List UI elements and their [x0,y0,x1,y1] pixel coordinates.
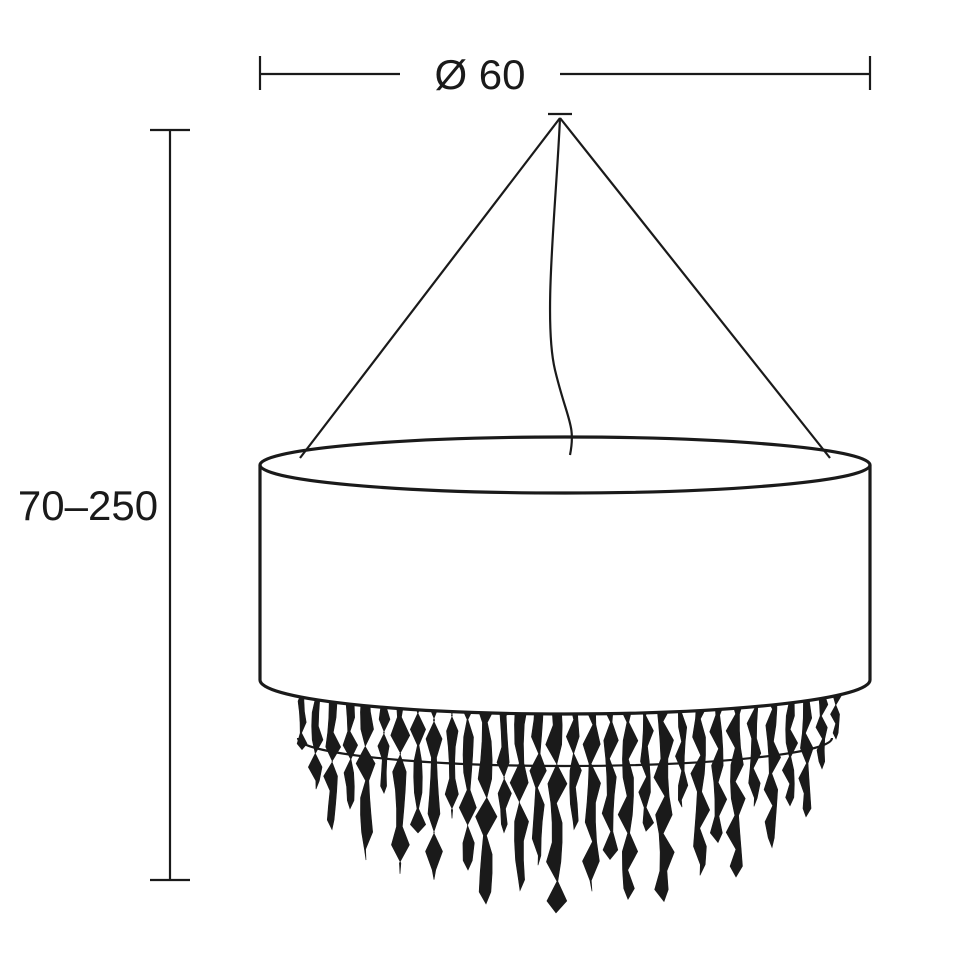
crystal-strand [510,686,528,891]
shade-top-rim [260,437,870,493]
crystal-strand [582,686,600,891]
power-cord [550,118,572,455]
cable-left [300,118,560,458]
crystal-strand [654,684,674,901]
cable-right [560,118,830,458]
crystal-strand [618,685,638,899]
left-dim-label: 70–250 [18,482,158,529]
shade-body-fill [260,465,870,714]
top-dim-label: Ø 60 [434,51,525,98]
pendant-lamp-dimension-diagram: Ø 60 70–250 [0,0,970,970]
crystal-strand [476,685,497,904]
crystal-strand [546,686,567,913]
